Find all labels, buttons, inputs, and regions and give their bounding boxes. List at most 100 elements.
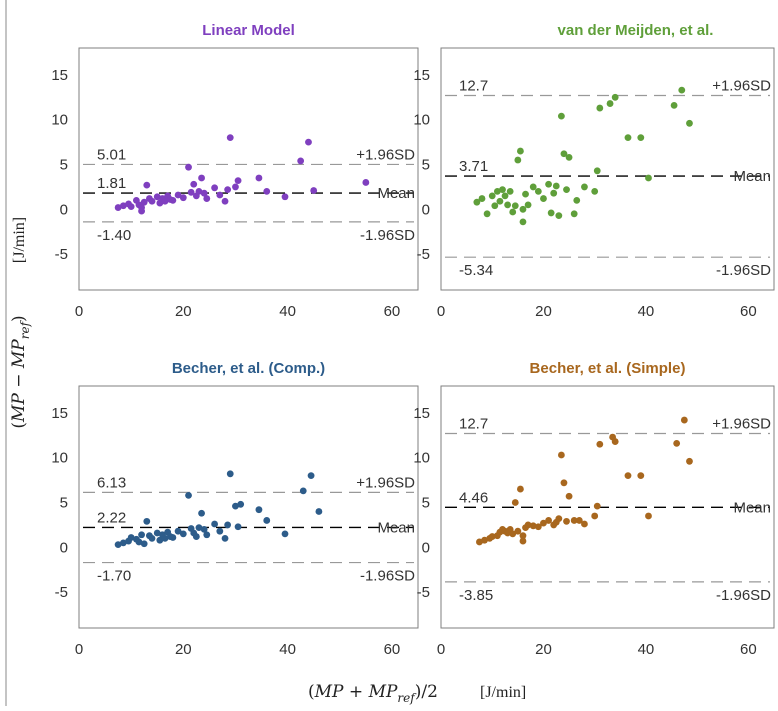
data-point	[534, 188, 542, 195]
data-point	[493, 188, 501, 195]
data-point	[234, 523, 242, 531]
data-point	[522, 190, 529, 198]
data-point	[519, 205, 527, 213]
data-point	[483, 210, 491, 218]
y-tick-label: 0	[60, 201, 68, 218]
panel-title: van der Meijden, et al.	[558, 22, 714, 39]
x-tick-label: 20	[175, 303, 192, 320]
data-point	[511, 499, 519, 506]
x-tick-label: 20	[175, 641, 192, 658]
plot-frame	[78, 385, 419, 629]
data-point	[203, 531, 211, 539]
data-point	[673, 439, 681, 447]
data-point	[550, 189, 558, 197]
data-point	[169, 196, 177, 204]
data-point	[221, 534, 229, 542]
data-point	[517, 147, 524, 155]
data-point	[140, 540, 148, 548]
y-axis-title: (MP − MPref) [J/min]	[9, 217, 32, 429]
y-tick-label: 0	[422, 201, 430, 218]
data-point	[645, 512, 652, 520]
x-tick-label: 60	[384, 303, 401, 320]
data-point	[509, 208, 517, 216]
data-point	[563, 186, 570, 194]
data-point	[143, 181, 151, 189]
data-point	[211, 184, 219, 192]
panel-title: Linear Model	[202, 22, 295, 39]
data-point	[555, 515, 563, 523]
ref-value-label: 5.01	[97, 146, 126, 163]
data-point	[529, 522, 537, 530]
data-point	[670, 101, 678, 109]
data-point	[315, 508, 323, 515]
data-point	[560, 150, 568, 158]
x-tick-label: 40	[279, 303, 296, 320]
data-point	[138, 531, 145, 539]
data-point	[140, 198, 148, 206]
x-tick-label: 40	[638, 303, 655, 320]
y-tick-label: 10	[51, 112, 68, 129]
data-point	[119, 202, 127, 210]
data-point	[174, 527, 182, 535]
data-point	[686, 119, 693, 127]
ref-name-label: -1.96SD	[360, 227, 415, 244]
data-point	[573, 196, 581, 204]
data-point	[185, 491, 192, 499]
data-point	[560, 479, 568, 487]
x-tick-label: 60	[740, 303, 757, 320]
data-point	[596, 104, 604, 112]
y-tick-label: 10	[51, 450, 68, 467]
y-tick-label: 5	[60, 157, 68, 174]
data-point	[491, 202, 499, 210]
data-point	[232, 502, 239, 510]
ref-value-label: -3.85	[459, 587, 493, 604]
ref-value-label: 12.7	[459, 78, 488, 95]
x-tick-label: 40	[638, 641, 655, 658]
svg-text:[J/min]: [J/min]	[480, 684, 526, 701]
data-point	[476, 538, 483, 546]
data-point	[624, 472, 632, 480]
data-point	[637, 472, 645, 480]
ref-value-label: 2.22	[97, 509, 126, 526]
svg-text:(MP + MPref)/2: (MP + MPref)/2	[308, 682, 438, 705]
data-point	[263, 188, 271, 195]
data-point	[310, 187, 318, 194]
data-point	[593, 167, 601, 175]
x-tick-label: 0	[437, 303, 445, 320]
y-tick-label: 15	[51, 67, 68, 84]
data-point	[519, 537, 527, 545]
data-point	[517, 485, 524, 493]
panel-1: Linear Model -5 0 5 10 15 0 20 40 60 5.01 +1.96SD 1.…	[51, 22, 419, 320]
data-point	[481, 536, 488, 544]
data-point	[224, 186, 232, 194]
data-point	[514, 527, 522, 535]
y-tick-label: 10	[413, 112, 430, 129]
data-point	[169, 534, 177, 541]
data-point	[563, 517, 570, 525]
data-point	[593, 502, 601, 510]
data-point	[591, 512, 599, 520]
y-tick-label: 0	[60, 539, 68, 556]
data-point	[135, 538, 143, 546]
data-point	[645, 174, 652, 182]
data-point	[153, 193, 161, 201]
panel-2: van der Meijden, et al. -5 0 5 10 15 0 20 40 60 12…	[413, 22, 775, 320]
data-point	[501, 192, 509, 200]
data-point	[473, 198, 481, 206]
data-point	[524, 521, 532, 529]
ref-value-label: 6.13	[97, 474, 126, 491]
y-tick-label: 0	[422, 539, 430, 556]
x-axis-title: (MP + MPref)/2 [J/min]	[308, 682, 526, 705]
ref-value-label: 12.7	[459, 416, 488, 433]
data-point	[624, 134, 632, 142]
data-point	[195, 524, 203, 532]
data-point	[524, 201, 532, 209]
data-point	[216, 191, 224, 199]
data-point	[148, 534, 156, 542]
data-point	[211, 520, 219, 528]
data-point	[678, 86, 686, 94]
data-point	[281, 193, 289, 201]
data-point	[499, 186, 506, 194]
